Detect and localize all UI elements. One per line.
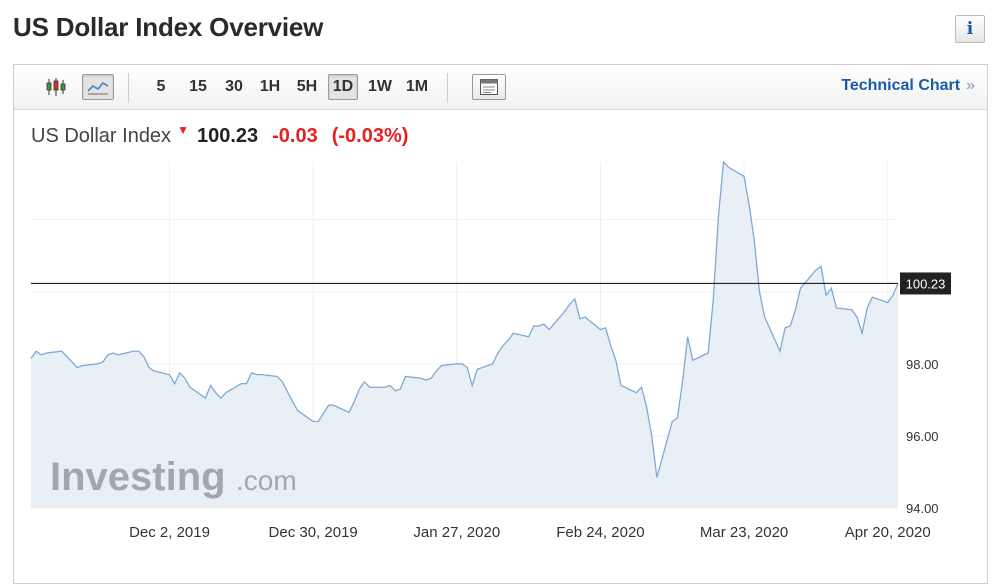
timeframe-5[interactable]: 5 (156, 78, 166, 95)
technical-chart-link[interactable]: Technical Chart » (841, 77, 975, 95)
y-tick-label: 96.00 (906, 429, 939, 444)
x-tick-label: Dec 30, 2019 (269, 524, 358, 541)
watermark-logo: Investing (50, 455, 226, 499)
watermark-logo: .com (236, 465, 297, 496)
series-line (30, 160, 899, 478)
page-title: US Dollar Index Overview (13, 12, 324, 42)
instrument-name: US Dollar Index (31, 125, 172, 147)
quote-header: US Dollar Index ▼ 100.23 -0.03 (-0.03%) (31, 123, 409, 148)
x-tick-label: Dec 2, 2019 (129, 524, 210, 541)
chart-toolbar: 5 15 30 1H 5H 1D 1W 1M Technical Chart » (14, 65, 987, 110)
down-arrow-icon: ▼ (177, 123, 189, 137)
candlestick-icon (46, 78, 66, 96)
toolbar-separator (447, 73, 448, 103)
timeframe-1w[interactable]: 1W (368, 78, 392, 95)
timeframe-15[interactable]: 15 (189, 78, 207, 95)
timeframe-1m[interactable]: 1M (405, 78, 429, 95)
series-area (31, 162, 898, 508)
x-tick-label: Mar 23, 2020 (700, 524, 788, 541)
chevron-right-icon: » (966, 77, 975, 94)
last-price: 100.23 (196, 125, 259, 147)
info-icon: i (966, 18, 974, 39)
price-change: -0.03 (272, 125, 318, 147)
price-change-percent: (-0.03%) (331, 125, 409, 147)
timeframe-1d[interactable]: 1D (328, 74, 358, 100)
line-chart-icon (87, 81, 109, 95)
table-icon (480, 79, 498, 95)
candlestick-chart-button[interactable] (42, 74, 70, 100)
timeframe-5h[interactable]: 5H (296, 78, 318, 95)
line-chart-button[interactable] (82, 74, 114, 100)
current-price-label: 100.23 (906, 276, 946, 291)
current-price-marker (900, 272, 951, 295)
timeframe-30[interactable]: 30 (225, 78, 243, 95)
y-tick-label: 94.00 (906, 501, 939, 516)
y-tick-label: 98.00 (906, 357, 939, 372)
x-tick-label: Feb 24, 2020 (556, 524, 644, 541)
x-tick-label: Apr 20, 2020 (845, 524, 931, 541)
technical-chart-label: Technical Chart (841, 77, 961, 94)
chart-panel: 5 15 30 1H 5H 1D 1W 1M Technical Chart» … (13, 64, 988, 584)
info-button[interactable]: i (955, 15, 985, 43)
chart-settings-button[interactable] (472, 74, 506, 100)
price-chart[interactable]: Investing .com 100.23 94.00 96.00 98.00 Dec 2,… (14, 65, 987, 569)
toolbar-separator (128, 73, 129, 103)
timeframe-1h[interactable]: 1H (259, 78, 281, 95)
x-tick-label: Jan 27, 2020 (413, 524, 500, 541)
